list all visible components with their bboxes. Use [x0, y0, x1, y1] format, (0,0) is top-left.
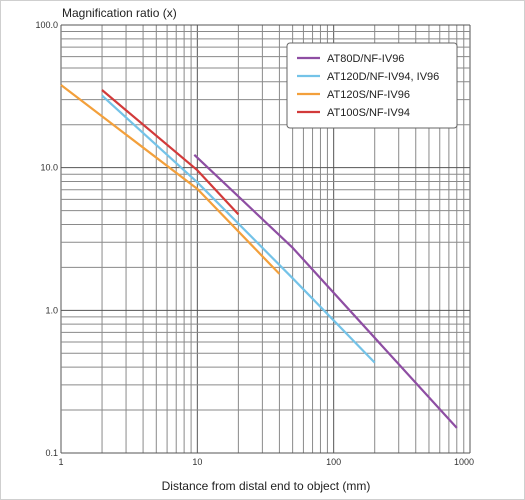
series-line-2 [101, 94, 376, 364]
legend-label: AT120D/NF-IV94, IV96 [327, 71, 439, 83]
y-tick-label: 100.0 [35, 20, 58, 30]
x-tick-label: 1 [58, 457, 63, 467]
x-tick-label: 10 [192, 457, 202, 467]
y-tick-label: 1.0 [45, 305, 58, 315]
legend-label: AT120S/NF-IV96 [327, 89, 410, 101]
series-line-4 [101, 89, 240, 216]
legend: AT80D/NF-IV96 AT120D/NF-IV94, IV96 AT120S/… [286, 42, 458, 129]
y-tick-label: 0.1 [45, 448, 58, 458]
series-line-3 [60, 84, 281, 275]
series-line-1 [193, 154, 458, 429]
x-tick-label: 1000 [454, 457, 474, 467]
series-layer [60, 84, 458, 429]
y-axis-label: Magnification ratio (x) [62, 6, 177, 20]
x-tick-label: 100 [326, 457, 341, 467]
tick-labels: 1 10 100 1000 100.0 10.0 1.0 0.1 [35, 20, 474, 467]
y-tick-label: 10.0 [40, 163, 58, 173]
legend-box [286, 42, 458, 129]
legend-label: AT100S/NF-IV94 [327, 107, 410, 119]
legend-label: AT80D/NF-IV96 [327, 53, 404, 65]
x-axis-label: Distance from distal end to object (mm) [162, 479, 371, 493]
